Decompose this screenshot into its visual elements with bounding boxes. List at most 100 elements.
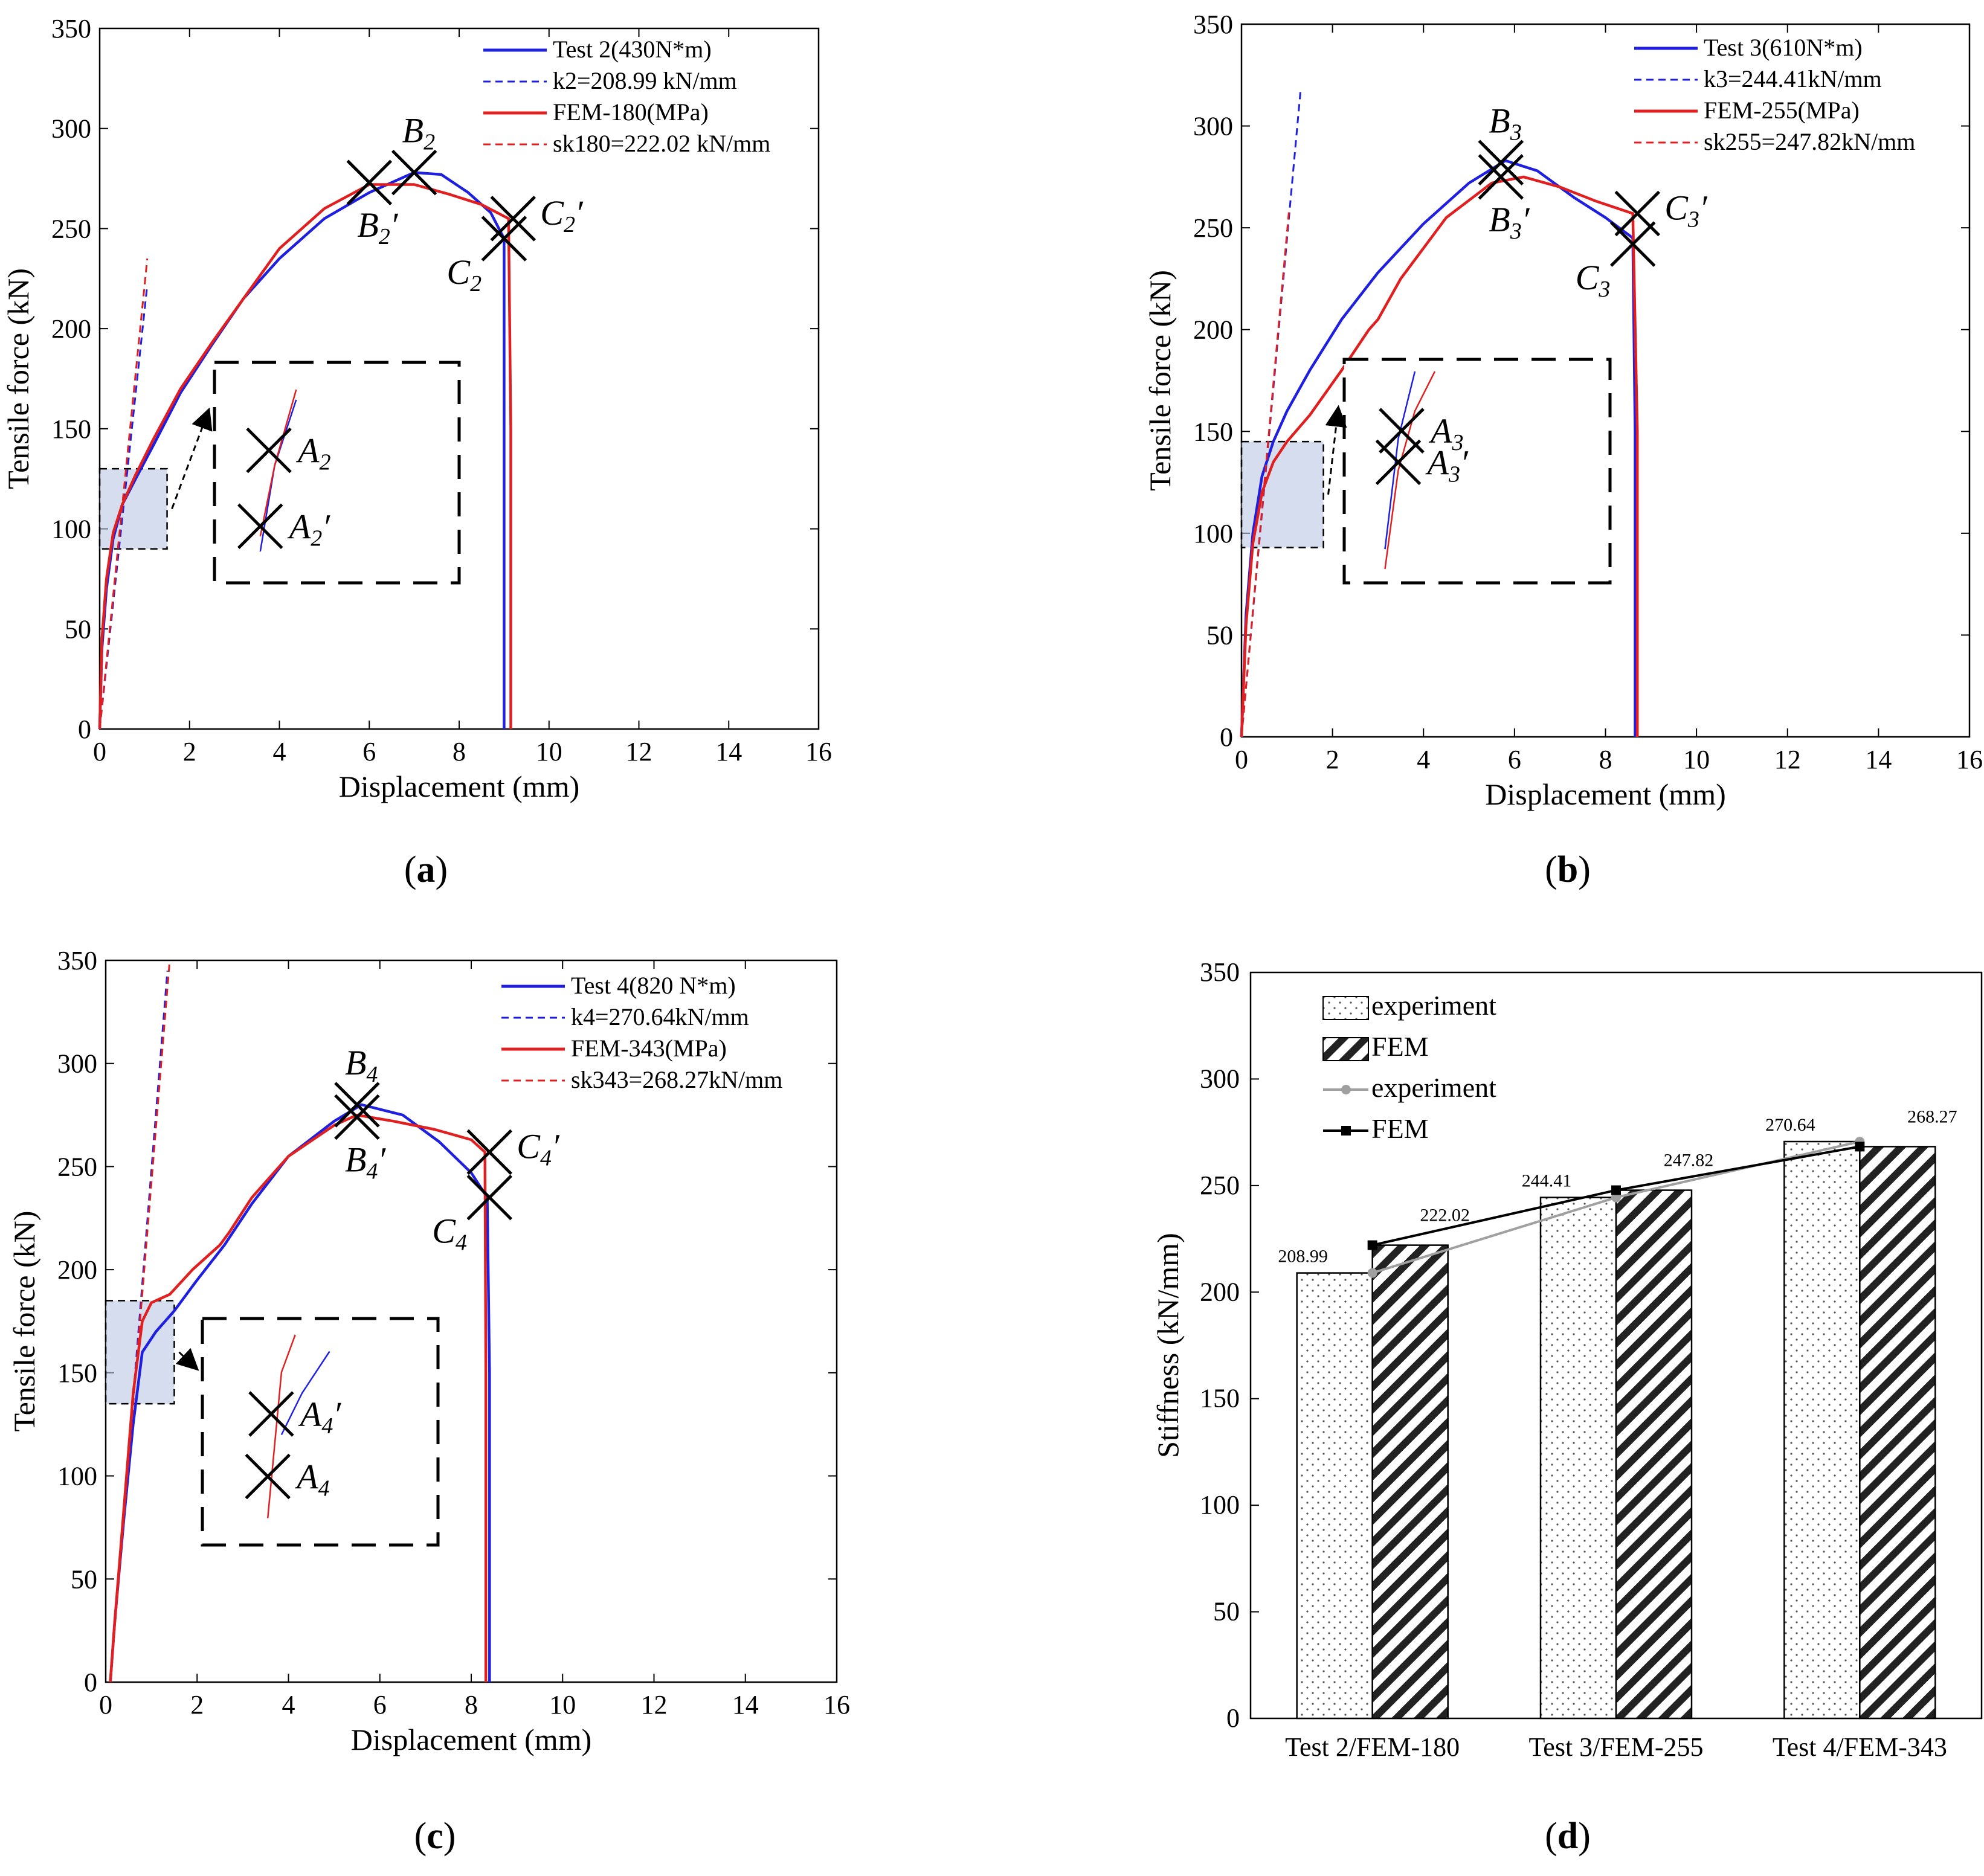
panel-a-chart: 0 2 4 6 8 10 12 14 16 0 50 100 150 200 250 300 350 Displa…	[1, 14, 832, 890]
x-tick-label: 10	[549, 1690, 576, 1720]
x-tick-label: 4	[1417, 745, 1430, 774]
legend-label-1: k4=270.64kN/mm	[571, 1003, 749, 1030]
inset-series-line-0	[1384, 371, 1416, 550]
marker-cross-B4	[334, 1082, 380, 1128]
cross-stroke	[1614, 190, 1660, 237]
y-tick-label: 300	[57, 1049, 97, 1079]
x-tick-label: 16	[805, 737, 832, 766]
cross-stroke	[1478, 154, 1524, 200]
y-tick-label: 350	[1193, 10, 1233, 39]
legend-label-3: sk180=222.02 kN/mm	[553, 130, 770, 157]
series-line-3	[98, 258, 149, 730]
legend-label-1: k3=244.41kN/mm	[1704, 65, 1882, 92]
cross-stroke	[246, 427, 292, 474]
panel-label: (a)	[404, 849, 448, 890]
legend-label-1: k2=208.99 kN/mm	[553, 67, 737, 94]
cross-stroke	[334, 1094, 380, 1140]
cross-stroke	[346, 159, 393, 205]
panel-b-chart: 0 2 4 6 8 10 12 14 16 0 50 100 150 200 250 300 350 Displa…	[1143, 10, 1983, 890]
bar-FEM-0	[1371, 1244, 1449, 1720]
panel-d-chart: 0 50 100 150 200 250 300 350 Stiffness (kN/mm) Te…	[1151, 957, 1983, 1857]
legend-marker-2	[1341, 1085, 1351, 1094]
y-axis-label: Tensile force (kN)	[7, 1211, 41, 1432]
value-label-FEM-0: 222.02	[1420, 1206, 1470, 1226]
x-tick-label: 8	[465, 1690, 478, 1720]
legend-label-2: FEM-255(MPa)	[1704, 97, 1860, 124]
marker-cross-B3-prime	[1478, 154, 1524, 200]
y-tick-label: 0	[78, 715, 91, 744]
marker-cross-B2-prime	[346, 159, 393, 205]
line-point-FEM-1	[1611, 1185, 1621, 1195]
cross-stroke	[334, 1082, 380, 1128]
legend-swatch-1	[1322, 1037, 1369, 1061]
cross-stroke	[391, 149, 437, 196]
legend-swatch-0	[1322, 996, 1369, 1020]
y-tick-label: 250	[1200, 1171, 1240, 1200]
x-tick-label: 6	[1508, 745, 1521, 774]
y-axis-label: Tensile force (kN)	[1143, 270, 1177, 491]
inset-series-line-0	[280, 1351, 330, 1436]
y-tick-label: 0	[1220, 722, 1233, 752]
y-tick-label: 50	[1213, 1597, 1240, 1627]
y-tick-label: 150	[1200, 1384, 1240, 1413]
marker-label-B4: B4	[345, 1043, 378, 1087]
x-axis-label: Displacement (mm)	[351, 1723, 592, 1756]
bar-experiment-1	[1539, 1197, 1617, 1720]
x-tick-label: 16	[823, 1690, 850, 1720]
inset-arrow	[1325, 405, 1347, 495]
marker-label-A2-prime: A2′	[287, 507, 330, 551]
marker-cross-B3	[1478, 140, 1524, 186]
marker-label-B4-prime: B4′	[345, 1140, 386, 1184]
cross-stroke	[490, 196, 536, 242]
cross-stroke	[237, 503, 283, 550]
y-axis-label: Tensile force (kN)	[1, 268, 35, 489]
x-tick-label: 2	[183, 737, 196, 766]
y-tick-label: 200	[1200, 1277, 1240, 1306]
y-tick-label: 200	[57, 1255, 97, 1285]
cross-stroke	[1379, 408, 1425, 454]
marker-cross-A3-prime	[1375, 439, 1422, 486]
x-tick-label: 14	[1865, 745, 1892, 774]
x-axis-label: Displacement (mm)	[339, 769, 580, 803]
value-label-experiment-2: 270.64	[1765, 1115, 1815, 1135]
cross-stroke	[1478, 140, 1524, 186]
panel-label: (c)	[414, 1816, 456, 1857]
cross-stroke	[466, 1129, 513, 1175]
value-label-FEM-1: 247.82	[1664, 1151, 1714, 1171]
y-tick-label: 300	[1193, 112, 1233, 141]
x-tick-label: 14	[715, 737, 742, 766]
y-tick-label: 150	[1193, 417, 1233, 446]
x-tick-label: 12	[641, 1690, 668, 1720]
y-tick-label: 200	[51, 314, 91, 344]
legend-label-2: FEM-180(MPa)	[553, 98, 709, 126]
x-tick-label: 6	[373, 1690, 387, 1720]
marker-cross-C4	[466, 1174, 513, 1221]
y-tick-label: 0	[1226, 1703, 1240, 1733]
value-label-FEM-2: 268.27	[1907, 1107, 1957, 1126]
y-tick-label: 350	[1200, 957, 1240, 987]
marker-label-A4-prime: A4′	[298, 1395, 341, 1439]
x-tick-label: 8	[453, 737, 466, 766]
marker-label-B3: B3	[1489, 101, 1521, 145]
marker-cross-A4-prime	[248, 1391, 294, 1437]
marker-label-C4: C4	[432, 1212, 467, 1256]
cross-stroke	[245, 1453, 291, 1500]
inset-source-region	[1240, 440, 1324, 548]
inset-zoom-box	[213, 361, 461, 585]
y-tick-label: 100	[1193, 519, 1233, 548]
bar-experiment-2	[1783, 1140, 1861, 1720]
y-tick-label: 50	[1206, 620, 1233, 650]
bar-FEM-2	[1859, 1146, 1936, 1720]
series-line-0	[1240, 159, 1637, 737]
series-line-0	[98, 171, 506, 730]
x-tick-label: 2	[1326, 745, 1339, 774]
y-axis-label: Stiffness (kN/mm)	[1151, 1233, 1185, 1458]
series-line-2	[98, 183, 512, 730]
marker-label-B2: B2	[402, 111, 435, 155]
x-tick-label: Test 2/FEM-180	[1285, 1732, 1460, 1762]
series-line-3	[1240, 207, 1290, 737]
legend-label-2: experiment	[1371, 1072, 1496, 1103]
marker-label-A2: A2	[295, 431, 330, 475]
marker-label-B2-prime: B2′	[357, 205, 398, 249]
panel-label: (b)	[1545, 849, 1591, 890]
